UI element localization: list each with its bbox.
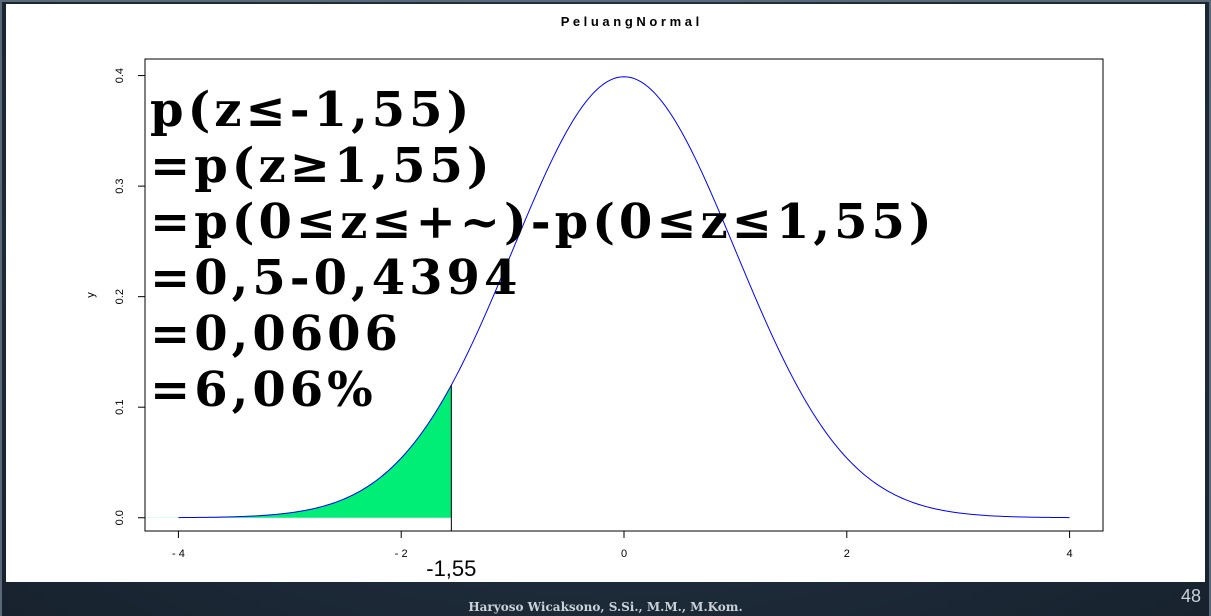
footer-author: Haryoso Wicaksono, S.Si., M.M., M.Kom. (468, 600, 743, 614)
calc-line-1: p(z≤-1,55) (150, 82, 474, 138)
frame-left (0, 0, 2, 616)
normal-distribution-chart: P e l u a n g N o r m a l y - 4 - 2 0 2 4 0.0… (85, 14, 1104, 581)
chart-title: P e l u a n g N o r m a l (561, 14, 699, 29)
y-axis-label: y (85, 292, 97, 298)
x-tick-label: 2 (844, 548, 850, 560)
page-number: 48 (1180, 586, 1201, 606)
calculation-overlay: p(z≤-1,55) =p(z≥1,55) =p(0≤z≤+~)-p(0≤z≤1… (150, 82, 936, 418)
cutoff-annotation: -1,55 (426, 556, 476, 581)
y-tick-label: 0.0 (114, 510, 126, 525)
plot-panel: P e l u a n g N o r m a l y - 4 - 2 0 2 4 0.0… (6, 4, 1205, 582)
y-tick-label: 0.2 (114, 289, 126, 304)
density-curve (178, 76, 1070, 519)
calc-line-6: =6,06% (150, 362, 377, 418)
calc-line-2: =p(z≥1,55) (150, 138, 494, 194)
y-tick-label: 0.4 (114, 68, 126, 83)
frame-right (1209, 0, 1211, 616)
x-tick-label: 4 (1067, 548, 1073, 560)
x-tick-label: - 4 (172, 548, 185, 560)
calc-line-5: =0,0606 (150, 306, 402, 362)
calc-line-3: =p(0≤z≤+~)-p(0≤z≤1,55) (150, 194, 936, 250)
frame-top (0, 0, 1211, 2)
y-tick-label: 0.1 (114, 400, 126, 415)
y-tick-label: 0.3 (114, 178, 126, 193)
shaded-tail-area (145, 385, 452, 518)
x-tick-label: 0 (621, 548, 627, 560)
x-tick-label: - 2 (395, 548, 408, 560)
calc-line-4: =0,5-0,4394 (150, 250, 522, 306)
